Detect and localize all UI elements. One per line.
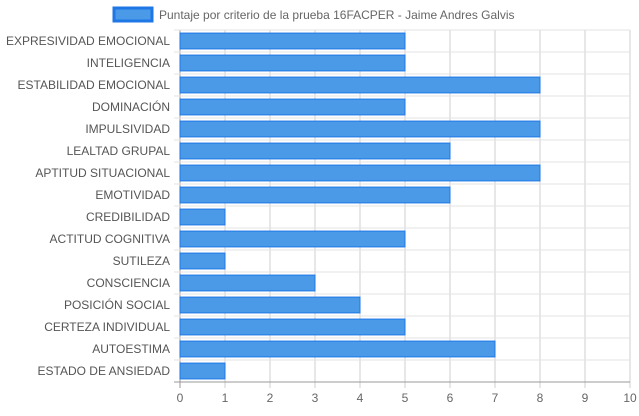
x-tick-label: 10 <box>623 391 637 405</box>
category-label: AUTOESTIMA <box>92 342 170 356</box>
legend-swatch[interactable] <box>112 6 154 23</box>
x-tick-label: 3 <box>312 391 319 405</box>
bar[interactable] <box>179 54 406 72</box>
bar[interactable] <box>179 98 406 116</box>
bar[interactable] <box>179 76 541 94</box>
category-label: POSICIÓN SOCIAL <box>64 297 170 312</box>
x-tick-label: 1 <box>222 391 229 405</box>
x-tick-label: 4 <box>357 391 364 405</box>
legend[interactable]: Puntaje por criterio de la prueba 16FACP… <box>112 6 515 23</box>
bars-layer <box>179 32 541 380</box>
x-tick-label: 0 <box>177 391 184 405</box>
category-label: ACTITUD COGNITIVA <box>50 232 170 246</box>
category-label: APTITUD SITUACIONAL <box>35 166 170 180</box>
category-label: EMOTIVIDAD <box>95 188 170 202</box>
category-label: CONSCIENCIA <box>87 276 170 290</box>
category-label: LEALTAD GRUPAL <box>67 144 171 158</box>
category-label: ESTABILIDAD EMOCIONAL <box>18 78 171 92</box>
category-label: ESTADO DE ANSIEDAD <box>38 364 171 378</box>
category-label: INTELIGENCIA <box>87 56 170 70</box>
x-tick-label: 2 <box>267 391 274 405</box>
category-label: DOMINACIÓN <box>92 99 170 114</box>
category-label: SUTILEZA <box>113 254 170 268</box>
bar[interactable] <box>179 340 496 358</box>
category-label: IMPULSIVIDAD <box>85 122 170 136</box>
category-label: EXPRESIVIDAD EMOCIONAL <box>6 34 170 48</box>
bar[interactable] <box>179 32 406 50</box>
bar[interactable] <box>179 208 226 226</box>
x-tick-label: 7 <box>492 391 499 405</box>
x-tick-label: 8 <box>537 391 544 405</box>
category-label: CREDIBILIDAD <box>86 210 170 224</box>
category-label: CERTEZA INDIVIDUAL <box>44 320 170 334</box>
bar[interactable] <box>179 186 451 204</box>
bar[interactable] <box>179 252 226 270</box>
bar[interactable] <box>179 296 361 314</box>
x-axis-tick-labels: 0 1 2 3 4 5 6 7 8 9 10 <box>177 391 637 405</box>
x-tick-label: 5 <box>402 391 409 405</box>
x-tick-label: 9 <box>582 391 589 405</box>
bar[interactable] <box>179 164 541 182</box>
bar[interactable] <box>179 142 451 160</box>
bar[interactable] <box>179 362 226 380</box>
category-labels: EXPRESIVIDAD EMOCIONAL INTELIGENCIA ESTABI… <box>6 34 170 378</box>
bar[interactable] <box>179 230 406 248</box>
bar[interactable] <box>179 318 406 336</box>
legend-label[interactable]: Puntaje por criterio de la prueba 16FACP… <box>159 8 515 22</box>
bar[interactable] <box>179 120 541 138</box>
bar[interactable] <box>179 274 316 292</box>
x-tick-label: 6 <box>447 391 454 405</box>
